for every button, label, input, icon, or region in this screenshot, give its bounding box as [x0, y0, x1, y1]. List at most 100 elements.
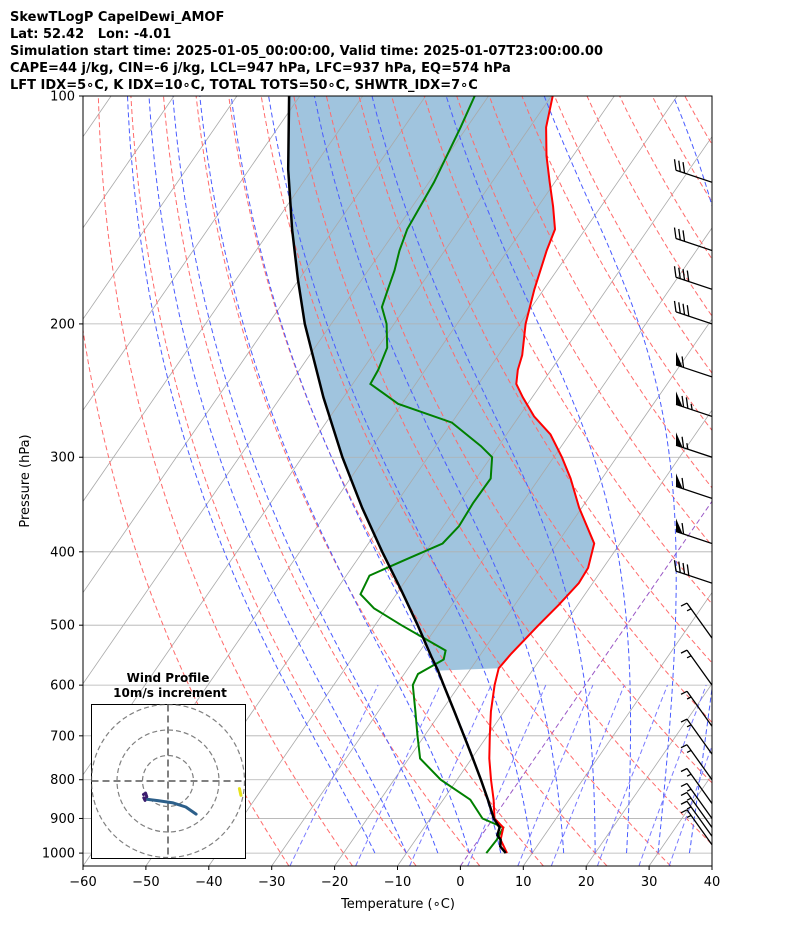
- moist-adiabat: [230, 96, 502, 854]
- dry-adiabats: [83, 96, 794, 866]
- moist-adiabat: [148, 96, 407, 854]
- hodograph-title: Wind Profile: [127, 671, 210, 685]
- isotherm: [83, 96, 175, 229]
- wind-barb: [675, 473, 712, 499]
- x-tick-label: 10: [515, 875, 532, 890]
- profiles: [286, 96, 596, 854]
- moist-adiabat: [445, 96, 632, 854]
- wind-barb: [673, 159, 712, 183]
- dry-adiabat: [488, 96, 712, 489]
- mixing-ratio-line: [355, 684, 441, 866]
- dry-adiabat: [260, 96, 671, 866]
- mixing-ratio-line: [409, 684, 492, 866]
- parcel-line: [286, 96, 507, 854]
- dry-adiabat: [195, 96, 544, 866]
- plot-area: [83, 96, 794, 866]
- wind-barb-shaft: [680, 800, 712, 837]
- hodograph-inset: Wind Profile 10m/s increment: [91, 671, 246, 859]
- cape-area: [288, 96, 595, 671]
- wind-barb-shaft: [673, 159, 712, 183]
- hodograph-trace: [237, 787, 243, 797]
- dry-adiabat: [586, 96, 712, 317]
- wind-barb-shaft: [675, 395, 712, 418]
- wind-barb-shaft: [680, 649, 712, 686]
- x-tick-label: 30: [641, 875, 658, 890]
- hodograph-plot: [91, 704, 246, 859]
- dry-adiabat: [750, 96, 794, 866]
- dry-adiabat: [456, 96, 712, 547]
- dry-adiabat: [423, 96, 712, 605]
- wind-barb-shaft: [673, 266, 712, 290]
- isotherm: [585, 682, 712, 866]
- wind-barb-shaft: [680, 602, 712, 639]
- moist-adiabat: [721, 96, 794, 853]
- isotherm: [711, 865, 712, 866]
- y-tick-label: 500: [50, 619, 75, 634]
- isotherm: [83, 96, 301, 411]
- wind-barb: [680, 602, 712, 639]
- x-tick-label: −10: [384, 875, 411, 890]
- wind-barb: [675, 391, 712, 418]
- y-tick-label: 900: [50, 812, 75, 827]
- dry-adiabat: [717, 96, 794, 866]
- wind-barb: [680, 809, 712, 846]
- mixing-ratio-line: [289, 684, 379, 866]
- isotherm: [397, 409, 712, 866]
- isotherm: [648, 774, 712, 866]
- x-tick-label: 40: [704, 875, 721, 890]
- moist-adiabat: [371, 96, 596, 854]
- x-tick-label: −20: [321, 875, 348, 890]
- time-line: Simulation start time: 2025-01-05_00:00:…: [10, 44, 603, 59]
- index-line: LFT IDX=5∘C, K IDX=10∘C, TOTAL TOTS=50∘C…: [10, 78, 478, 93]
- moist-adiabat: [127, 96, 376, 854]
- moist-adiabat: [543, 96, 677, 854]
- mixing-ratio-line: [638, 684, 707, 866]
- x-tick-label: −50: [132, 875, 159, 890]
- dewpoint-line: [359, 96, 505, 854]
- zero-isotherm: [459, 500, 712, 866]
- dry-adiabat: [325, 96, 712, 784]
- cape-line: CAPE=44 j/kg, CIN=-6 j/kg, LCL=947 hPa, …: [10, 61, 511, 76]
- moist-adiabat: [672, 96, 712, 854]
- wind-barb: [675, 351, 712, 378]
- wind-barb-flag: [676, 518, 683, 534]
- wind-barb: [680, 744, 712, 781]
- wind-barb: [673, 266, 712, 290]
- y-tick-label: 800: [50, 773, 75, 788]
- wind-barb-shaft: [680, 791, 712, 828]
- chart-header: SkewTLogP CapelDewi_AMOF Lat: 52.42 Lon:…: [10, 9, 603, 94]
- moist-adiabat: [172, 96, 439, 854]
- isotherm: [83, 96, 489, 685]
- mixing-ratio-line: [550, 684, 625, 866]
- wind-barb-shaft: [673, 300, 712, 325]
- wind-barbs: [673, 96, 712, 846]
- wind-barb-flag: [676, 432, 683, 448]
- y-tick-label: 400: [50, 545, 75, 560]
- dry-adiabat: [293, 96, 712, 846]
- x-tick-label: −60: [69, 875, 96, 890]
- wind-barb-flag: [676, 351, 683, 368]
- wind-barb: [673, 560, 712, 584]
- x-tick-label: 20: [578, 875, 595, 890]
- y-tick-label: 700: [50, 729, 75, 744]
- isotherm: [83, 96, 364, 503]
- moist-adiabat: [199, 96, 470, 854]
- wind-barb: [673, 300, 712, 325]
- wind-barb: [709, 96, 712, 97]
- mixing-ratio-line: [517, 684, 594, 866]
- isotherm: [208, 136, 712, 866]
- moist-adiabats: [127, 96, 794, 854]
- wind-barb-shaft: [675, 436, 712, 458]
- x-tick-label: −40: [195, 875, 222, 890]
- dry-adiabat: [391, 96, 712, 664]
- dry-adiabat: [358, 96, 712, 724]
- dry-adiabat: [163, 96, 481, 866]
- wind-barb-shaft: [709, 96, 712, 97]
- wind-barb: [680, 791, 712, 828]
- wind-barb: [680, 782, 712, 819]
- dry-adiabat: [97, 96, 353, 866]
- wind-barb-shaft: [680, 782, 712, 819]
- wind-barb: [680, 690, 712, 727]
- wind-barb-shaft: [680, 718, 712, 755]
- wind-barb: [680, 718, 712, 755]
